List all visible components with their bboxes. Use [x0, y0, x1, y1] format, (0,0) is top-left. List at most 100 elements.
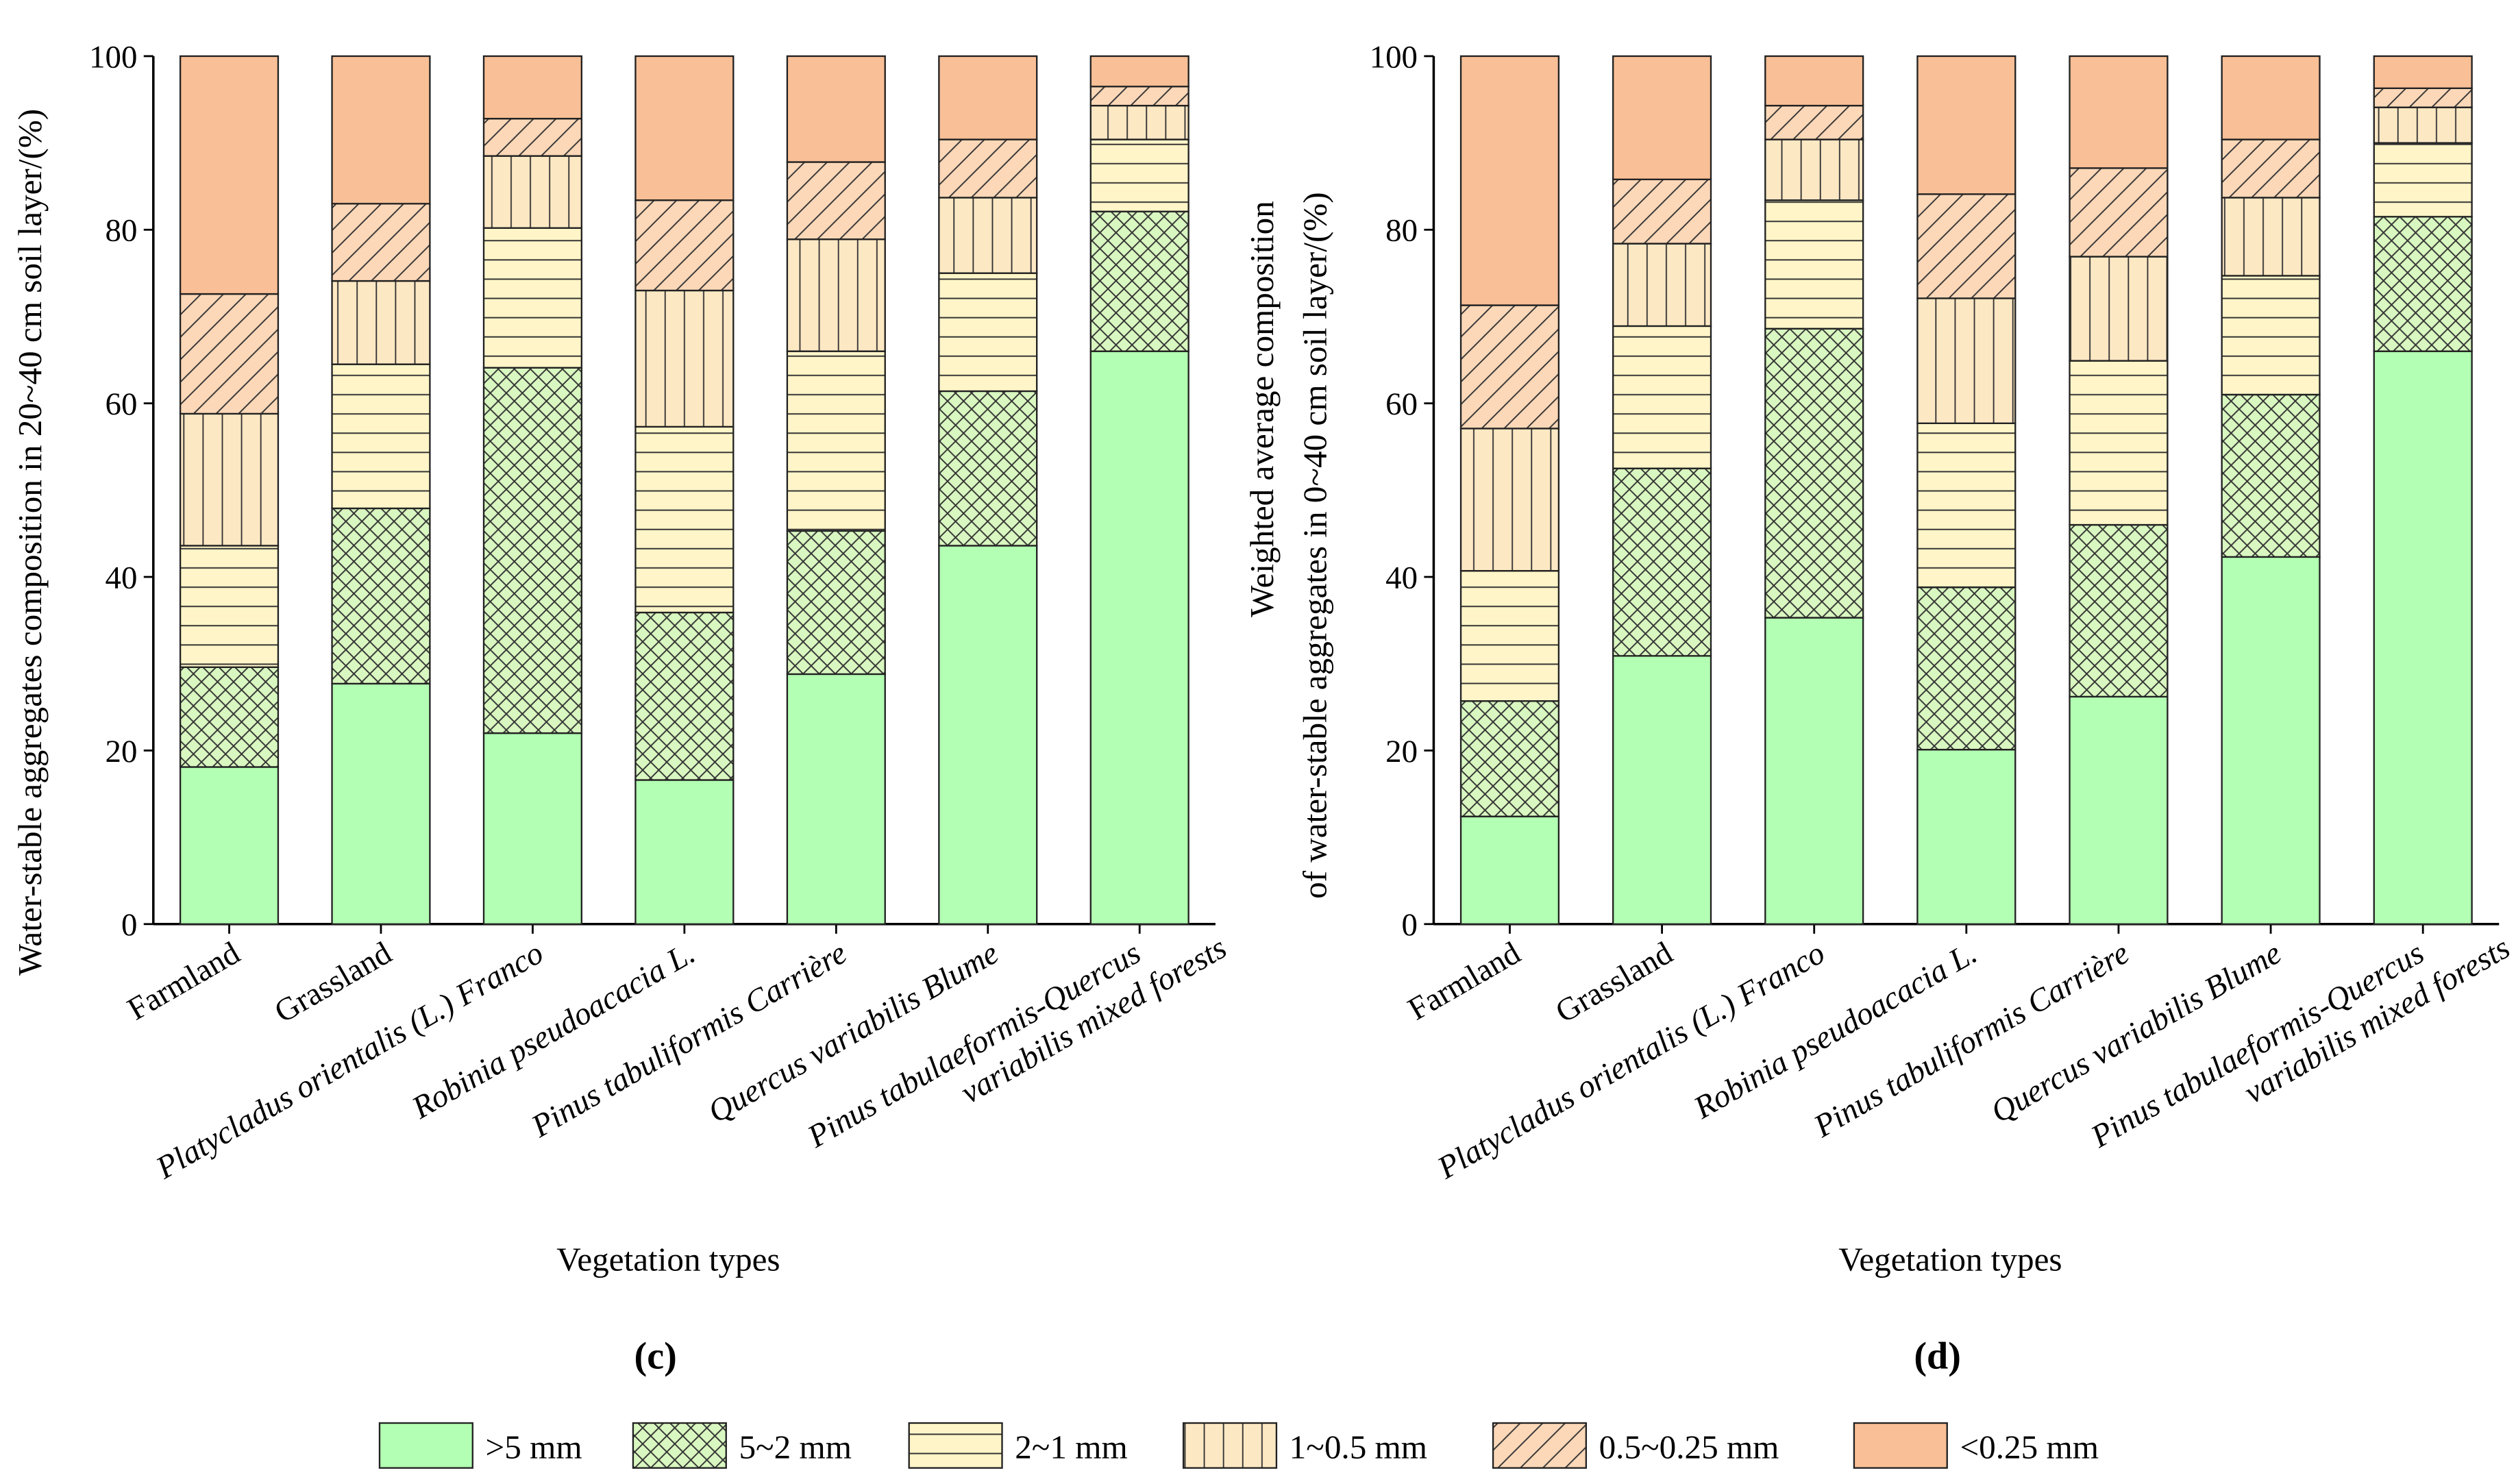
- legend-swatch: [1853, 1422, 1948, 1469]
- bar-segment--0-25-mm: [1459, 55, 1560, 306]
- bar-segment-1-0-5-mm: [634, 289, 735, 428]
- bar-segment--5-mm: [482, 732, 583, 925]
- bar-segment-2-1-mm: [1089, 138, 1189, 212]
- bar-segment-5-2-mm: [1764, 327, 1864, 619]
- bar-segment-5-2-mm: [2069, 523, 2169, 698]
- bar-segment--0-25-mm: [938, 55, 1038, 140]
- bar-segment-0-5-0-25-mm: [1916, 193, 2017, 299]
- bar-segment-1-0-5-mm: [2069, 256, 2169, 362]
- bar-segment-2-1-mm: [2069, 360, 2169, 526]
- bar-segment-2-1-mm: [1459, 570, 1560, 702]
- bar-segment-1-0-5-mm: [786, 238, 886, 352]
- x-category-label-line: Farmland: [1402, 935, 1526, 1028]
- y-axis-title: Water-stable aggregates composition in 2…: [11, 109, 49, 976]
- bar-segment-2-1-mm: [179, 545, 280, 668]
- bar-segment--0-25-mm: [2069, 55, 2169, 169]
- bar-segment-1-0-5-mm: [938, 197, 1038, 274]
- bar-segment--0-25-mm: [634, 55, 735, 201]
- bar-segment-1-0-5-mm: [1459, 428, 1560, 572]
- bar-segment-0-5-0-25-mm: [786, 161, 886, 240]
- bar-segment--5-mm: [786, 673, 886, 925]
- bar-segment-1-0-5-mm: [331, 280, 431, 365]
- bar-segment-5-2-mm: [1612, 467, 1712, 657]
- x-category-label-line: Grassland: [1550, 935, 1679, 1030]
- bar-segment-0-5-0-25-mm: [1764, 104, 1864, 140]
- y-tick-label: 100: [1370, 39, 1418, 75]
- bar-segment-5-2-mm: [2373, 216, 2473, 352]
- bar-segment-0-5-0-25-mm: [2373, 87, 2473, 108]
- legend-swatch: [908, 1422, 1003, 1469]
- bar-segment--5-mm: [2221, 556, 2321, 925]
- bar-segment-0-5-0-25-mm: [1459, 304, 1560, 430]
- bar-segment-2-1-mm: [938, 272, 1038, 393]
- bar-segment-1-0-5-mm: [1916, 297, 2017, 424]
- bar-segment-2-1-mm: [786, 350, 886, 532]
- y-axis-title: Weighted average composition: [1243, 201, 1281, 617]
- legend-item: 0.5~0.25 mm: [1492, 1422, 1779, 1469]
- bar-segment--5-mm: [1612, 655, 1712, 925]
- bar-segment--5-mm: [179, 766, 280, 925]
- legend-label: 0.5~0.25 mm: [1599, 1429, 1779, 1466]
- bar-segment-5-2-mm: [482, 367, 583, 734]
- bar-segment-1-0-5-mm: [2373, 106, 2473, 144]
- legend-label: 2~1 mm: [1015, 1429, 1128, 1466]
- legend-swatch: [1492, 1422, 1588, 1469]
- bar-segment--5-mm: [634, 779, 735, 925]
- y-tick-label: 40: [106, 560, 138, 595]
- bar-segment-2-1-mm: [2373, 142, 2473, 218]
- bar-segment-2-1-mm: [1612, 325, 1712, 469]
- bar-segment-0-5-0-25-mm: [179, 293, 280, 415]
- bar-segment--5-mm: [1459, 815, 1560, 925]
- y-tick-label: 60: [1385, 386, 1418, 422]
- bar-segment--5-mm: [2373, 350, 2473, 925]
- legend-swatch: [632, 1422, 727, 1469]
- bar-segment--0-25-mm: [1612, 55, 1712, 181]
- bar-segment-1-0-5-mm: [2221, 197, 2321, 277]
- y-tick-label: 40: [1385, 560, 1418, 595]
- y-tick-label: 0: [1402, 907, 1418, 943]
- bar-segment-5-2-mm: [1089, 210, 1189, 352]
- bar-segment-1-0-5-mm: [1612, 243, 1712, 327]
- legend-label: >5 mm: [486, 1429, 582, 1466]
- bar-segment-1-0-5-mm: [1764, 138, 1864, 201]
- bar-segment-2-1-mm: [634, 425, 735, 614]
- y-tick-label: 80: [1385, 213, 1418, 249]
- legend-swatch: [378, 1422, 473, 1469]
- x-axis-title: Vegetation types: [556, 1241, 780, 1278]
- bar-segment--5-mm: [2069, 695, 2169, 925]
- bar-segment-1-0-5-mm: [179, 412, 280, 547]
- x-category-label: Farmland: [121, 935, 245, 1028]
- bar-segment--5-mm: [938, 545, 1038, 925]
- y-tick-label: 20: [106, 734, 138, 769]
- bar-segment--0-25-mm: [1916, 55, 2017, 195]
- legend-label: 1~0.5 mm: [1290, 1429, 1427, 1466]
- legend-label: <0.25 mm: [1960, 1429, 2099, 1466]
- panel-label: (c): [634, 1335, 677, 1377]
- bar-segment--5-mm: [1764, 617, 1864, 925]
- y-tick-label: 20: [1385, 734, 1418, 769]
- y-tick-label: 60: [106, 386, 138, 422]
- bar-segment-0-5-0-25-mm: [2221, 138, 2321, 199]
- bar-segment-0-5-0-25-mm: [331, 203, 431, 282]
- bar-segment--0-25-mm: [482, 55, 583, 120]
- bar-segment--5-mm: [331, 682, 431, 925]
- x-category-label-line: Farmland: [121, 935, 245, 1028]
- x-category-label: Farmland: [1402, 935, 1526, 1028]
- bar-segment-1-0-5-mm: [482, 155, 583, 229]
- y-tick-label: 80: [106, 213, 138, 249]
- y-axis-title: of water-stable aggregates in 0~40 cm so…: [1296, 192, 1334, 899]
- legend-item: <0.25 mm: [1853, 1422, 2099, 1469]
- bar-segment-2-1-mm: [1764, 199, 1864, 330]
- y-tick-label: 0: [121, 907, 137, 943]
- bar-segment-0-5-0-25-mm: [938, 138, 1038, 199]
- bar-segment-0-5-0-25-mm: [2069, 167, 2169, 258]
- legend-item: 2~1 mm: [908, 1422, 1128, 1469]
- bar-segment-5-2-mm: [2221, 393, 2321, 558]
- legend-swatch: [1182, 1422, 1278, 1469]
- bar-segment-0-5-0-25-mm: [1089, 86, 1189, 107]
- legend-label: 5~2 mm: [739, 1429, 852, 1466]
